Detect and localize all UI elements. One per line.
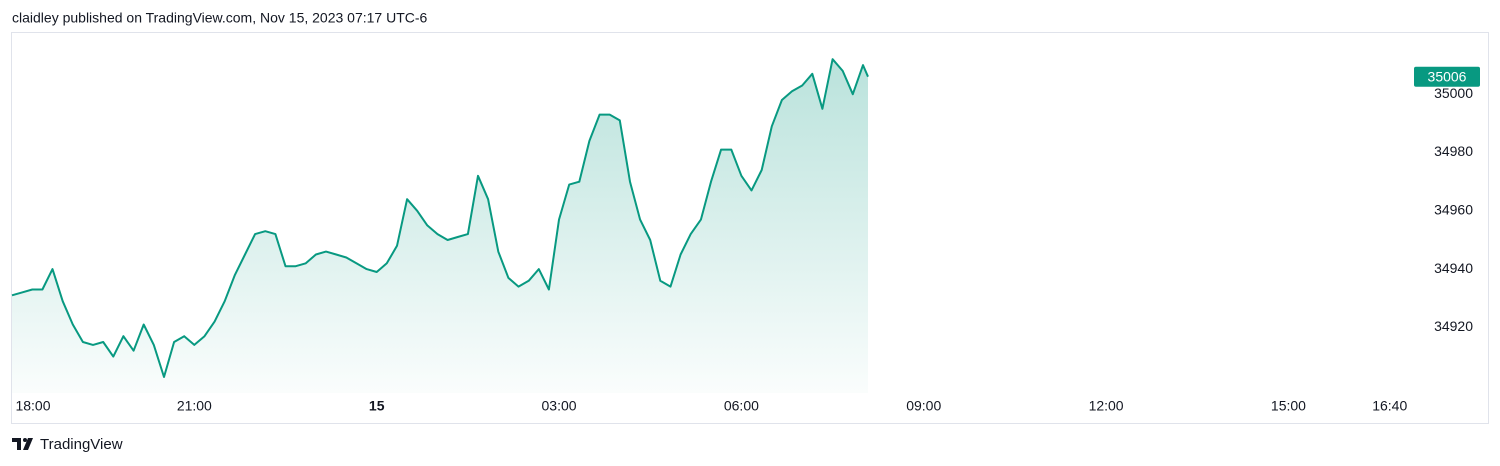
- x-tick-label: 15:00: [1271, 398, 1306, 414]
- brand-logo: [12, 438, 33, 450]
- y-tick-label: 34940: [1434, 260, 1473, 276]
- x-tick-label: 12:00: [1089, 398, 1124, 414]
- area-fill: [12, 59, 868, 393]
- x-tick-label: 03:00: [542, 398, 577, 414]
- brand-name: TradingView: [40, 436, 123, 453]
- x-tick-label: 09:00: [906, 398, 941, 414]
- x-tick-label: 18:00: [15, 398, 50, 414]
- header-title: claidley published on TradingView.com, N…: [12, 10, 428, 26]
- price-line: [11, 58, 869, 378]
- last-price-box: [1414, 66, 1480, 87]
- last-price-label: 35006: [1428, 68, 1467, 84]
- y-tick-label: 34980: [1434, 143, 1473, 159]
- x-tick-label: 15: [369, 398, 385, 414]
- y-tick-label: 34960: [1434, 202, 1473, 218]
- y-tick-label: 35000: [1434, 85, 1473, 101]
- chart-frame: [11, 32, 1489, 424]
- x-tick-label: 06:00: [724, 398, 759, 414]
- y-tick-label: 34920: [1434, 318, 1473, 334]
- x-tick-label: 21:00: [177, 398, 212, 414]
- x-tick-label: 16:40: [1372, 398, 1407, 414]
